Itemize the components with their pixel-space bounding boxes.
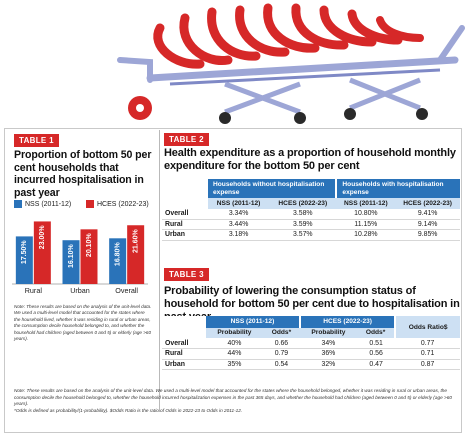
table-cell: 3.59% [293,220,313,228]
sub-header: Probability [299,327,357,338]
table-cell: 10.80% [354,210,378,217]
bar-overall-hces [127,225,145,284]
hospital-stretcher-illustration [117,3,465,124]
sub-header: Odds* [262,327,300,338]
bar-data-label: 16.80% [115,242,122,267]
table-cell: 0.77 [420,339,435,347]
table-cell: 3.34% [228,210,249,217]
table-cell: 10.28% [354,231,378,239]
table-cell: 35% [227,360,242,368]
row-label: Overall [165,339,189,347]
sub-header: HCES (2022-23) [395,198,460,209]
table-row: Rural 3.44% 3.59% 11.15% 9.14% [162,219,460,230]
footnote-line1: Note: These results are based on the ana… [14,388,452,407]
table-row: Overall 3.34% 3.58% 10.80% 9.41% [162,209,460,219]
hospitalisation-bar-chart: 17.50% 23.00% Rural 16.10% 20.10% Urban 16.80%… [12,221,148,295]
table-cell: 9.41% [417,210,438,217]
sub-header: Probability [206,327,263,338]
table-cell: 0.71 [420,350,435,358]
bar-data-label: 23.00% [39,225,46,250]
stretcher-icon [117,3,465,124]
table-cell: 3.44% [228,220,249,228]
legend-swatch-nss [14,200,22,208]
table-cell: 9.14% [417,220,438,228]
table-cell: 0.56 [369,350,383,358]
table1-title: Proportion of bottom 50 per cent househo… [14,149,152,199]
chart-legend: NSS (2011-12) HCES (2022-23) [14,200,154,212]
bar-urban-hces [80,229,98,284]
x-tick-label: Rural [25,286,43,295]
row-label: Urban [165,360,185,368]
table1-note: Note: These results are based on the ana… [14,304,152,342]
footnote-line2: *Odds is defined as probability/(1-proba… [14,407,243,413]
sub-header: HCES (2022-23) [269,198,337,209]
sub-header: Odds* [356,327,396,338]
corner-cell [162,179,208,198]
row-label: Overall [165,210,189,217]
group-header-with: Households with hospitalisation expense [335,179,460,198]
bar-data-label: 20.10% [86,233,93,258]
sub-header: NSS (2011-12) [336,198,396,209]
table3-tag: TABLE 3 [164,268,209,281]
table-cell: 0.87 [420,360,435,368]
bar-data-label: 16.10% [68,243,75,268]
legend-item-nss: NSS (2011-12) [14,200,71,208]
table-row: Urban 35% 0.54 32% 0.47 0.87 [162,359,460,370]
table1-tag: TABLE 1 [14,134,59,147]
legend-label-hces: HCES (2022-23) [97,200,149,208]
table-row: Urban 3.18% 3.57% 10.28% 9.85% [162,230,460,240]
table-cell: 3.57% [293,231,313,239]
column-divider [159,130,160,412]
legend-label-nss: NSS (2011-12) [25,200,72,208]
corner-cell [162,198,208,209]
bar-rural-hces [33,221,51,284]
table-cell: 32% [321,360,336,368]
table-cell: 0.66 [274,339,289,347]
table2-title: Health expenditure as a proportion of ho… [164,147,456,172]
row-label: Rural [165,350,183,358]
group-header-without: Households without hospitalisation expen… [208,179,337,198]
row-label: Urban [165,231,185,239]
bar-overall-nss [109,238,127,284]
sub-header: NSS (2011-12) [208,198,270,209]
group-header-nss: NSS (2011-12) [206,316,300,328]
bar-data-label: 17.50% [21,240,28,265]
x-tick-label: Overall [115,286,138,295]
bar-rural-nss [15,236,33,284]
row-label: Rural [165,220,183,228]
table-cell: 9.85% [417,231,438,239]
group-header-odds-ratio: Odds Ratio$ [394,316,460,338]
table2-tag: TABLE 2 [164,133,209,146]
legend-item-hces: HCES (2022-23) [86,200,149,208]
bar-data-label: 21.60% [133,228,140,253]
table-cell: 0.47 [369,360,383,368]
table-cell: 44% [227,350,242,358]
table-row: Rural 44% 0.79 36% 0.56 0.71 [162,349,460,359]
table-cell: 0.79 [274,350,289,358]
group-header-hces: HCES (2022-23) [298,316,396,328]
health-expenditure-table: Households without hospitalisation expen… [162,179,460,241]
legend-swatch-hces [86,200,94,208]
corner-cell [162,316,206,328]
table-cell: 3.58% [293,210,313,217]
table-cell: 0.54 [274,360,289,368]
consumption-probability-table: NSS (2011-12) HCES (2022-23) Odds Ratio$… [162,316,460,370]
footnote: Note: These results are based on the ana… [14,388,456,414]
corner-cell [162,327,206,338]
table-cell: 0.51 [369,339,383,347]
table-cell: 11.15% [354,220,378,228]
table-row: Overall 40% 0.66 34% 0.51 0.77 [162,338,460,349]
table-cell: 40% [227,339,242,347]
table-cell: 3.18% [228,231,249,239]
table-cell: 34% [321,339,336,347]
x-tick-label: Urban [70,286,90,295]
table-cell: 36% [321,350,336,358]
bar-urban-nss [62,240,80,284]
